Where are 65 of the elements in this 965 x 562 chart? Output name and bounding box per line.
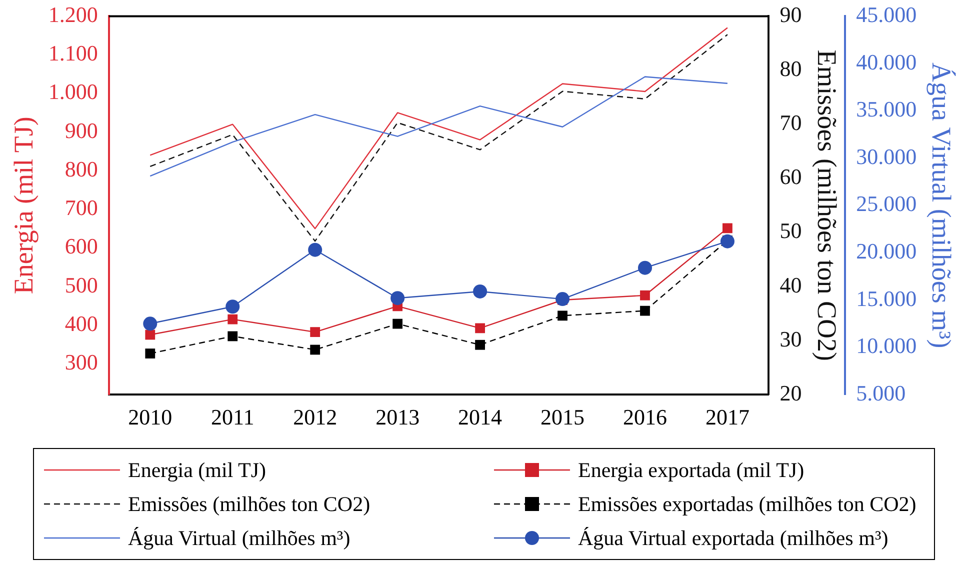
y-tick-label: 300	[64, 349, 98, 374]
point	[226, 300, 240, 314]
point	[638, 260, 652, 275]
point	[640, 290, 650, 300]
y-tick-label: 500	[64, 272, 98, 298]
point	[720, 234, 734, 248]
y2-tick-label: 60	[780, 164, 802, 190]
y-axis-title: Energia (mil TJ)	[8, 116, 38, 294]
y2-tick-label: 80	[780, 56, 802, 82]
point	[558, 310, 568, 321]
legend-label: Energia exportada (mil TJ)	[578, 458, 804, 482]
point	[473, 284, 488, 298]
point	[228, 331, 238, 342]
point	[475, 340, 485, 350]
y3-tick-label: 25.000	[856, 191, 917, 216]
x-tick-label: 2011	[211, 404, 254, 430]
y3-tick-label: 45.000	[856, 2, 917, 27]
legend-label: Água Virtual exportada (milhões m³)	[578, 526, 888, 550]
point	[228, 314, 238, 324]
y3-tick-label: 30.000	[856, 144, 917, 169]
x-tick-label: 2013	[376, 404, 420, 430]
y2-tick-label: 20	[780, 380, 802, 406]
x-tick-label: 2015	[540, 404, 585, 430]
y2-tick-label: 50	[780, 218, 802, 244]
point	[640, 306, 650, 316]
y-tick-label: 400	[64, 310, 98, 336]
x-tick-label: 2010	[128, 404, 172, 430]
y-tick-label: 1.100	[48, 40, 98, 66]
y3-tick-label: 35.000	[856, 96, 917, 122]
y2-tick-label: 40	[780, 272, 802, 298]
y-tick-label: 800	[64, 156, 98, 182]
y2-tick-label: 70	[780, 110, 802, 136]
point	[390, 291, 405, 306]
legend-label: Emissões exportadas (milhões ton CO2)	[578, 492, 916, 516]
y-tick-label: 900	[64, 118, 98, 143]
x-tick-label: 2017	[705, 404, 750, 430]
y3-tick-label: 15.000	[856, 286, 917, 311]
y2-axis-title: Emissões (milhões ton CO2)	[812, 50, 842, 362]
y3-axis-title: Água Virtual (milhões m³)	[926, 62, 957, 348]
y2-tick-label: 90	[780, 2, 802, 27]
point	[392, 318, 403, 329]
y3-tick-label: 5.000	[856, 380, 906, 406]
y-tick-label: 1.000	[48, 79, 98, 104]
point	[722, 223, 732, 234]
point	[310, 327, 320, 337]
point	[145, 348, 156, 358]
y-tick-label: 1.200	[48, 2, 98, 27]
y-tick-label: 700	[64, 195, 98, 220]
y2-tick-label: 30	[780, 326, 802, 352]
y3-tick-label: 20.000	[856, 238, 917, 264]
point	[475, 323, 485, 334]
y3-tick-label: 40.000	[856, 49, 917, 74]
point	[145, 330, 156, 340]
point	[308, 242, 322, 257]
point	[310, 344, 320, 355]
x-tick-label: 2016	[622, 404, 667, 430]
legend-label: Emissões (milhões ton CO2)	[128, 492, 370, 516]
point	[143, 316, 158, 331]
x-tick-label: 2012	[293, 404, 338, 430]
y-tick-label: 600	[64, 234, 98, 259]
point	[556, 292, 570, 306]
legend-label: Água Virtual (milhões m³)	[128, 526, 350, 550]
x-tick-label: 2014	[458, 404, 502, 430]
y3-tick-label: 10.000	[856, 333, 917, 358]
legend-label: Energia (mil TJ)	[128, 458, 266, 482]
